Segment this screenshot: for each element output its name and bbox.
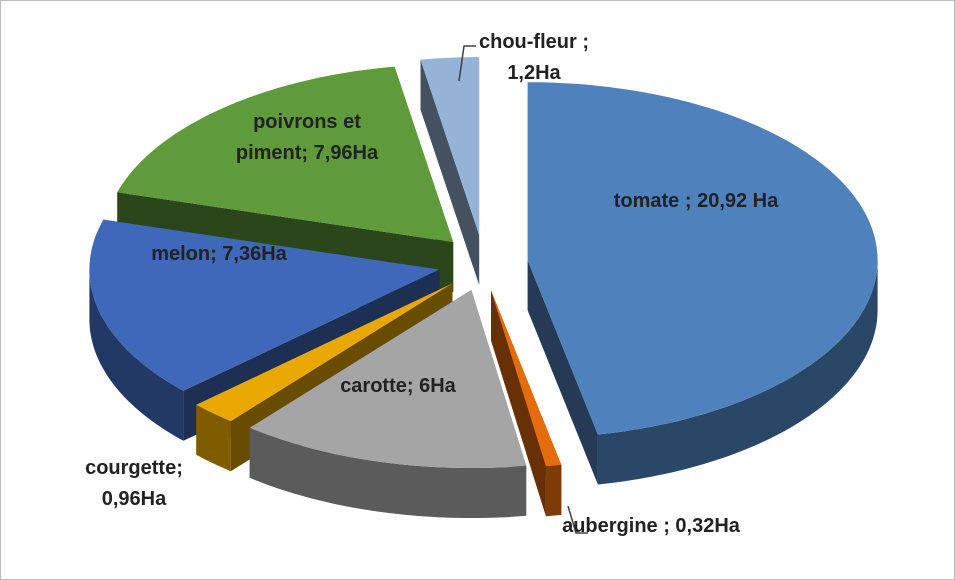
slice-wall (196, 283, 453, 455)
data-label: melon; 7,36Ha (151, 243, 287, 265)
slice-top (249, 290, 527, 468)
slice-top (420, 57, 480, 236)
data-label: poivrons et piment; 7,96Ha (235, 111, 379, 164)
slice-wall (491, 290, 546, 517)
slice-rim (196, 404, 231, 472)
data-label: chou-fleur ; 1,2Ha (479, 31, 589, 84)
slice-top (196, 283, 453, 422)
slice-rim (249, 427, 527, 518)
slice-rim (597, 260, 878, 485)
slice-top (117, 66, 454, 243)
slice-top (491, 290, 562, 467)
data-label: courgette; 0,96Ha (85, 457, 183, 510)
slice-rim (89, 269, 184, 441)
slice-rim (545, 464, 562, 517)
data-label: tomate ; 20,92 Ha (613, 190, 779, 212)
slice-wall (420, 59, 480, 286)
leader-line (458, 45, 476, 82)
slice (249, 290, 527, 518)
slice (420, 57, 480, 286)
slice (527, 82, 878, 485)
slice-wall (527, 260, 598, 485)
data-label: carotte; 6Ha (340, 375, 456, 397)
slice (491, 290, 562, 517)
slice-top (89, 219, 440, 391)
data-label: aubergine ; 0,32Ha (562, 515, 740, 537)
slice-top (527, 82, 878, 435)
leader-line (567, 505, 588, 534)
